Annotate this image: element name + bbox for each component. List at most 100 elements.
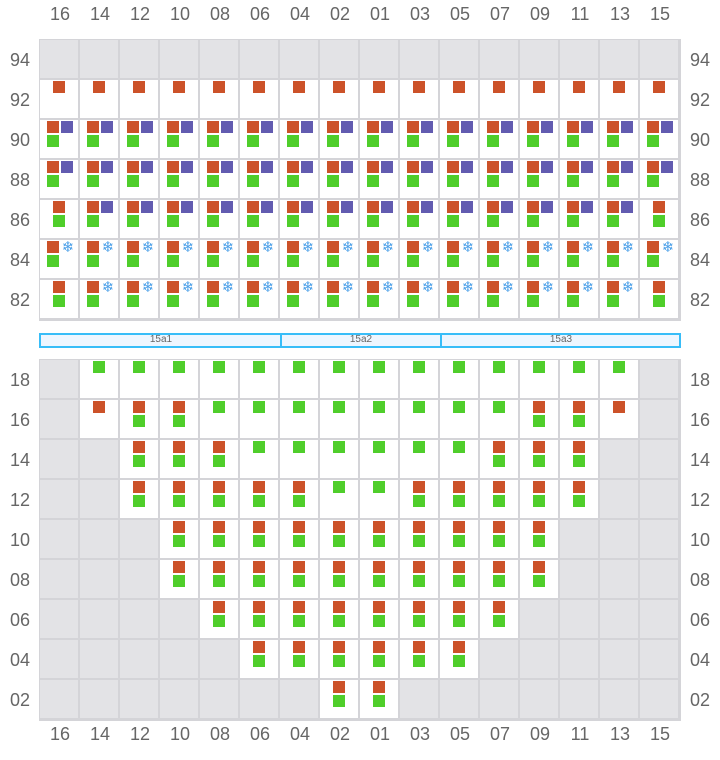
seat-cell[interactable] bbox=[400, 160, 438, 198]
seat-cell[interactable] bbox=[480, 400, 518, 438]
seat-cell[interactable] bbox=[600, 200, 638, 238]
seat-cell[interactable] bbox=[360, 440, 398, 478]
seat-cell[interactable] bbox=[320, 640, 358, 678]
seat-cell[interactable] bbox=[320, 680, 358, 718]
seat-cell[interactable] bbox=[160, 560, 198, 598]
seat-cell[interactable] bbox=[600, 400, 638, 438]
seat-cell[interactable] bbox=[520, 200, 558, 238]
seat-cell[interactable] bbox=[320, 400, 358, 438]
seat-cell[interactable] bbox=[320, 560, 358, 598]
seat-cell[interactable] bbox=[360, 400, 398, 438]
seat-cell[interactable] bbox=[280, 480, 318, 518]
seat-cell[interactable]: ❄ bbox=[600, 280, 638, 318]
seat-cell[interactable] bbox=[400, 400, 438, 438]
seat-cell[interactable] bbox=[320, 120, 358, 158]
seat-cell[interactable]: ❄ bbox=[320, 240, 358, 278]
seat-cell[interactable] bbox=[480, 360, 518, 398]
seat-cell[interactable] bbox=[280, 200, 318, 238]
seat-cell[interactable] bbox=[640, 120, 678, 158]
seat-cell[interactable] bbox=[400, 360, 438, 398]
seat-cell[interactable] bbox=[440, 480, 478, 518]
seat-cell[interactable] bbox=[320, 200, 358, 238]
seat-cell[interactable] bbox=[120, 440, 158, 478]
seat-cell[interactable] bbox=[320, 440, 358, 478]
seat-cell[interactable] bbox=[440, 360, 478, 398]
seat-cell[interactable] bbox=[520, 120, 558, 158]
seat-cell[interactable] bbox=[440, 560, 478, 598]
seat-cell[interactable] bbox=[240, 120, 278, 158]
seat-cell[interactable] bbox=[200, 200, 238, 238]
seat-cell[interactable]: ❄ bbox=[120, 240, 158, 278]
seat-cell[interactable] bbox=[280, 80, 318, 118]
seat-cell[interactable] bbox=[400, 560, 438, 598]
seat-cell[interactable] bbox=[480, 200, 518, 238]
seat-cell[interactable] bbox=[240, 520, 278, 558]
seat-cell[interactable]: ❄ bbox=[560, 280, 598, 318]
seat-cell[interactable] bbox=[360, 160, 398, 198]
seat-cell[interactable]: ❄ bbox=[40, 240, 78, 278]
seat-cell[interactable] bbox=[480, 440, 518, 478]
seat-cell[interactable] bbox=[200, 80, 238, 118]
seat-cell[interactable] bbox=[120, 480, 158, 518]
seat-cell[interactable] bbox=[320, 160, 358, 198]
seat-cell[interactable] bbox=[560, 120, 598, 158]
seat-cell[interactable] bbox=[280, 440, 318, 478]
seat-cell[interactable]: ❄ bbox=[440, 240, 478, 278]
seat-cell[interactable] bbox=[480, 560, 518, 598]
section-label-15a1[interactable]: 15a1 bbox=[149, 334, 173, 345]
seat-cell[interactable] bbox=[520, 560, 558, 598]
seat-cell[interactable] bbox=[640, 160, 678, 198]
seat-cell[interactable] bbox=[160, 80, 198, 118]
seat-cell[interactable] bbox=[440, 200, 478, 238]
seat-cell[interactable] bbox=[360, 560, 398, 598]
seat-cell[interactable] bbox=[360, 480, 398, 518]
seat-cell[interactable]: ❄ bbox=[120, 280, 158, 318]
seat-cell[interactable]: ❄ bbox=[440, 280, 478, 318]
seat-cell[interactable] bbox=[240, 400, 278, 438]
seat-cell[interactable] bbox=[360, 600, 398, 638]
seat-cell[interactable] bbox=[440, 640, 478, 678]
seat-cell[interactable] bbox=[520, 440, 558, 478]
seat-cell[interactable] bbox=[400, 440, 438, 478]
seat-cell[interactable] bbox=[120, 360, 158, 398]
seat-cell[interactable] bbox=[640, 280, 678, 318]
seat-cell[interactable] bbox=[120, 200, 158, 238]
seat-cell[interactable] bbox=[200, 400, 238, 438]
seat-cell[interactable] bbox=[200, 360, 238, 398]
seat-cell[interactable] bbox=[280, 360, 318, 398]
seat-cell[interactable] bbox=[520, 160, 558, 198]
seat-cell[interactable] bbox=[200, 120, 238, 158]
seat-cell[interactable]: ❄ bbox=[480, 240, 518, 278]
seat-cell[interactable] bbox=[560, 480, 598, 518]
seat-cell[interactable] bbox=[360, 640, 398, 678]
seat-cell[interactable] bbox=[160, 360, 198, 398]
seat-cell[interactable]: ❄ bbox=[400, 240, 438, 278]
seat-cell[interactable]: ❄ bbox=[640, 240, 678, 278]
seat-cell[interactable] bbox=[240, 160, 278, 198]
seat-cell[interactable] bbox=[560, 360, 598, 398]
seat-cell[interactable] bbox=[360, 200, 398, 238]
seat-cell[interactable] bbox=[200, 480, 238, 518]
seat-cell[interactable]: ❄ bbox=[520, 240, 558, 278]
seat-cell[interactable] bbox=[280, 160, 318, 198]
seat-cell[interactable]: ❄ bbox=[160, 240, 198, 278]
seat-cell[interactable]: ❄ bbox=[240, 240, 278, 278]
seat-cell[interactable] bbox=[480, 600, 518, 638]
seat-cell[interactable] bbox=[480, 120, 518, 158]
seat-cell[interactable] bbox=[120, 80, 158, 118]
seat-cell[interactable] bbox=[160, 200, 198, 238]
seat-cell[interactable] bbox=[360, 360, 398, 398]
seat-cell[interactable] bbox=[200, 440, 238, 478]
seat-cell[interactable] bbox=[400, 480, 438, 518]
seat-cell[interactable] bbox=[240, 600, 278, 638]
seat-cell[interactable] bbox=[320, 480, 358, 518]
seat-cell[interactable]: ❄ bbox=[200, 240, 238, 278]
seat-cell[interactable] bbox=[400, 200, 438, 238]
seat-cell[interactable]: ❄ bbox=[360, 280, 398, 318]
seat-cell[interactable] bbox=[600, 360, 638, 398]
seat-cell[interactable] bbox=[200, 160, 238, 198]
seat-cell[interactable] bbox=[360, 680, 398, 718]
seat-cell[interactable]: ❄ bbox=[360, 240, 398, 278]
seat-cell[interactable] bbox=[120, 160, 158, 198]
seat-cell[interactable] bbox=[480, 80, 518, 118]
